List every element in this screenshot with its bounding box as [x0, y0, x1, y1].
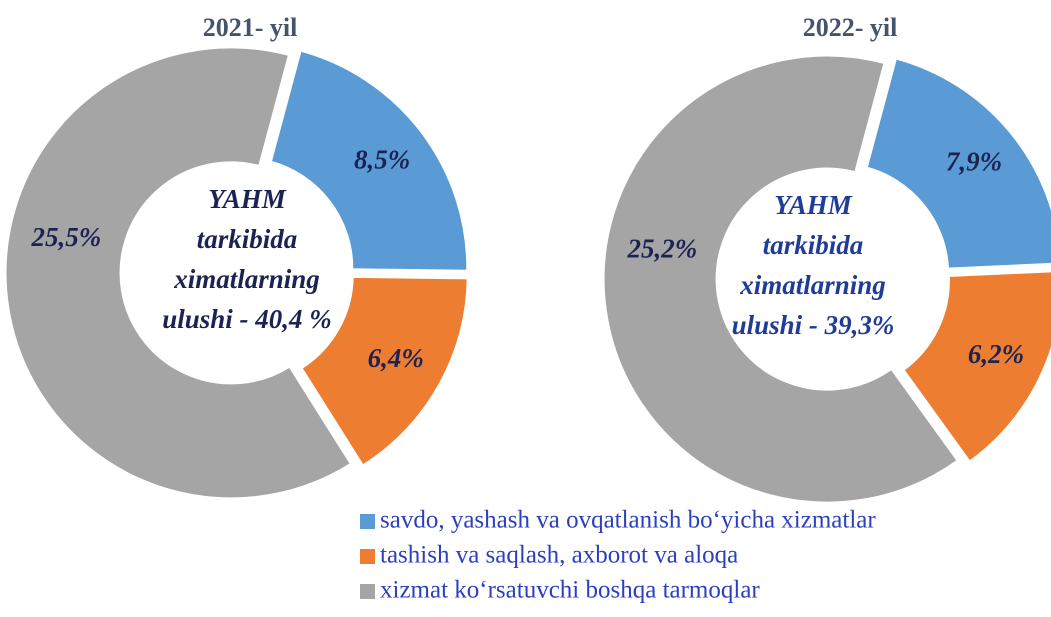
legend-swatch: [360, 584, 375, 599]
donut-slice: [268, 48, 470, 273]
data-label: 6,2%: [968, 339, 1024, 369]
center-text: ximatlarning: [739, 270, 886, 300]
legend-label: xizmat ko‘rsatuvchi boshqa tarmoqlar: [380, 577, 760, 604]
donut-slice: [3, 45, 354, 501]
chart-title: 2021- yil: [203, 13, 298, 42]
center-text: YAHM: [774, 190, 852, 220]
legend-swatch: [360, 514, 375, 529]
center-text: tarkibida: [763, 230, 864, 260]
center-text: YAHM: [208, 184, 286, 214]
data-label: 6,4%: [368, 343, 424, 373]
donut-slice: [601, 53, 961, 505]
data-label: 7,9%: [946, 147, 1002, 177]
legend-label: savdo, yashash va ovqatlanish bo‘yicha x…: [380, 507, 876, 534]
data-label: 8,5%: [354, 144, 410, 174]
data-label: 25,5%: [30, 222, 101, 252]
donut-slice: [864, 56, 1051, 271]
center-text: tarkibida: [197, 224, 298, 254]
donut-slice: [298, 274, 470, 469]
center-text: ximatlarning: [173, 264, 320, 294]
center-text: ulushi - 40,4 %: [162, 304, 332, 334]
data-label: 25,2%: [627, 233, 698, 263]
legend-swatch: [360, 549, 375, 564]
legend-label: tashish va saqlash, axborot va aloqa: [380, 542, 738, 569]
chart-title: 2022- yil: [803, 13, 898, 42]
donut-slice: [900, 269, 1051, 465]
center-text: ulushi - 39,3%: [732, 310, 895, 340]
